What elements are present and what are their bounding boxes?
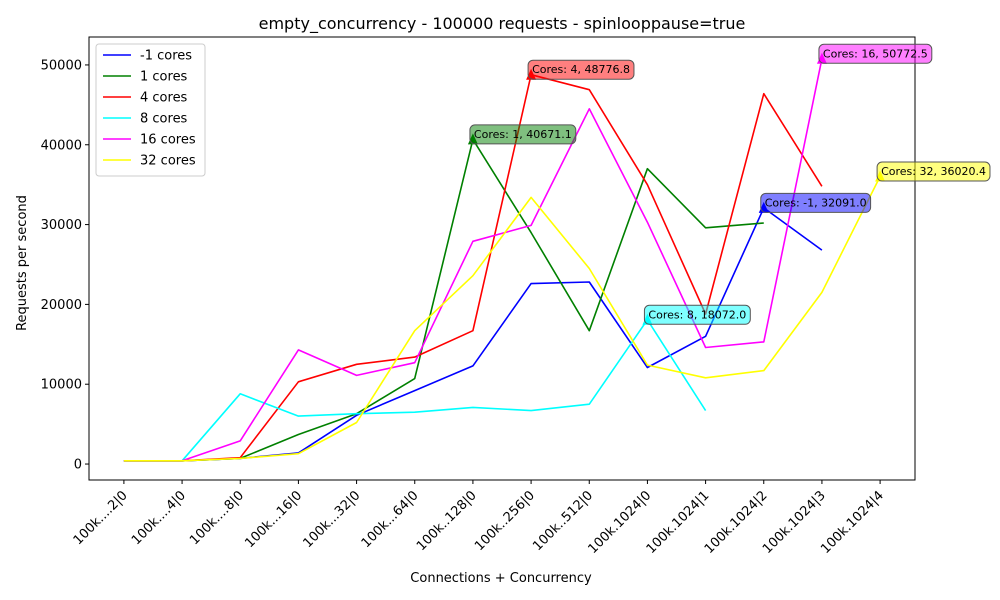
legend-label: 4 cores xyxy=(140,91,188,106)
y-tick-label: 50000 xyxy=(41,58,82,73)
y-tick-label: 40000 xyxy=(41,138,82,153)
annotation-box xyxy=(469,124,577,145)
annotation-label: Cores: 16, 50772.5 xyxy=(823,47,928,60)
x-axis-label: Connections + Concurrency xyxy=(410,571,592,586)
legend: -1 cores 1 cores 4 cores 8 cores 16 cores 32 … xyxy=(95,43,206,177)
annotation-label: Cores: 4, 48776.8 xyxy=(532,63,630,76)
legend-label: 8 cores xyxy=(140,112,188,127)
annotation: Cores: 1, 40671.1 xyxy=(467,124,577,145)
legend-label: -1 cores xyxy=(140,49,192,64)
y-tick-label: 0 xyxy=(74,458,82,473)
annotations: Cores: -1, 32091.0 Cores: 1, 40671.1 Cores… xyxy=(467,43,991,325)
annotation-label: Cores: -1, 32091.0 xyxy=(765,196,867,209)
series-line xyxy=(123,176,881,462)
annotation-box xyxy=(876,161,991,182)
series-line xyxy=(123,58,823,462)
y-tick-label: 30000 xyxy=(41,218,82,233)
plot-area xyxy=(123,58,881,462)
annotation-box xyxy=(527,59,635,80)
legend-label: 1 cores xyxy=(140,70,188,85)
annotation-box xyxy=(760,192,872,213)
annotation: Cores: 32, 36020.4 xyxy=(875,161,991,182)
y-axis-label: Requests per second xyxy=(15,195,30,331)
chart-title: empty_concurrency - 100000 requests - sp… xyxy=(259,14,746,34)
annotation-box xyxy=(643,304,751,325)
y-tick-label: 20000 xyxy=(41,298,82,313)
legend-label: 32 cores xyxy=(140,154,196,169)
annotation: Cores: 16, 50772.5 xyxy=(816,43,933,64)
annotation-label: Cores: 8, 18072.0 xyxy=(648,308,746,321)
y-tick-label: 10000 xyxy=(41,378,82,393)
annotation: Cores: 8, 18072.0 xyxy=(642,304,751,325)
plot-frame xyxy=(88,36,916,481)
legend-box xyxy=(95,43,206,177)
annotation: Cores: 4, 48776.8 xyxy=(526,59,635,80)
y-axis: 0 10000 20000 30000 40000 50000 xyxy=(41,58,89,473)
legend-label: 16 cores xyxy=(140,133,196,148)
annotation-label: Cores: 32, 36020.4 xyxy=(881,165,986,178)
annotation-box xyxy=(818,43,933,64)
annotation: Cores: -1, 32091.0 xyxy=(758,192,872,213)
series-line xyxy=(123,319,707,462)
annotation-label: Cores: 1, 40671.1 xyxy=(474,128,572,141)
